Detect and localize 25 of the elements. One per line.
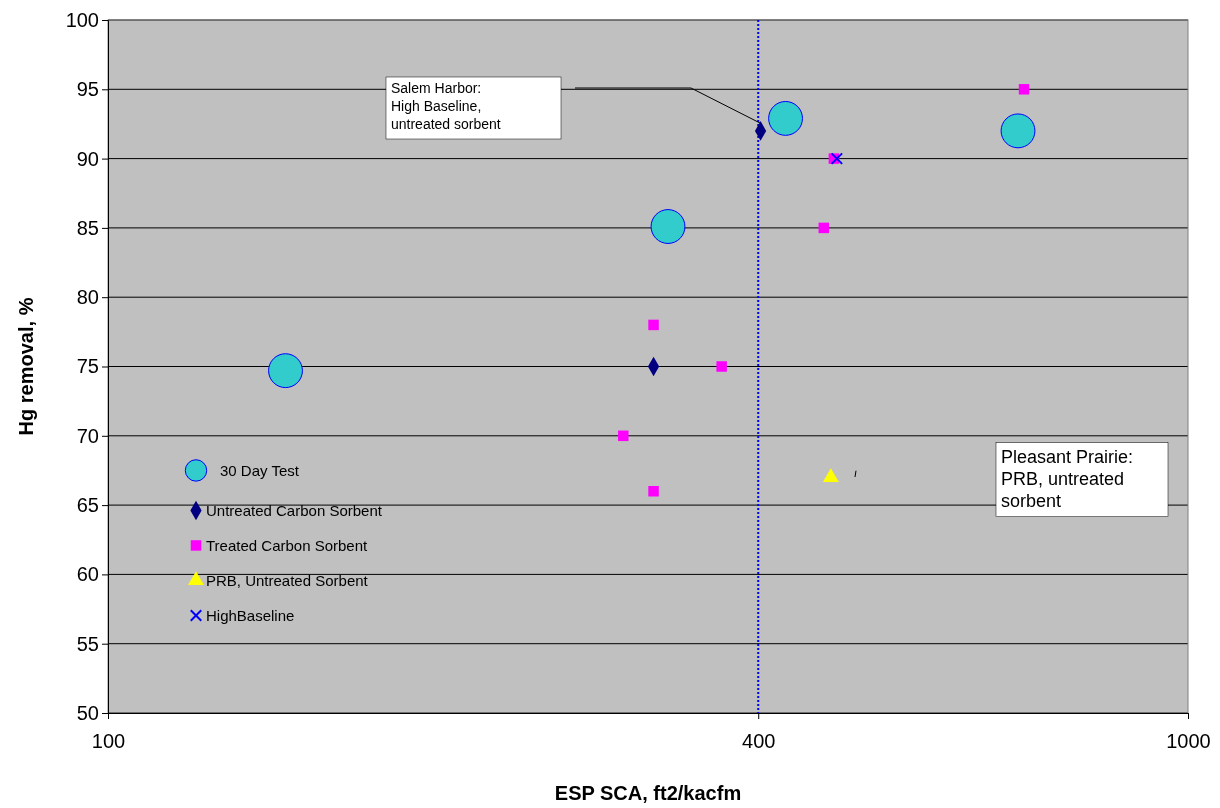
x-tick-label: 400 — [742, 730, 776, 752]
y-tick-label: 100 — [65, 8, 99, 31]
legend-label: PRB, Untreated Sorbent — [206, 572, 369, 590]
legend-label: HighBaseline — [206, 607, 295, 625]
y-tick-label: 50 — [76, 701, 99, 724]
y-axis-title: Hg removal, % — [15, 297, 37, 436]
y-tick-label: 55 — [76, 632, 99, 655]
legend-label: Treated Carbon Sorbent — [206, 537, 369, 555]
y-tick-label: 85 — [76, 216, 99, 239]
annotation: Pleasant Prairie: PRB, untreated sorbent — [1001, 446, 1134, 511]
legend-label: 30 Day Test — [220, 462, 300, 480]
y-tick-label: 65 — [76, 494, 99, 516]
legend-label: Untreated Carbon Sorbent — [206, 502, 383, 520]
y-tick-label: 90 — [76, 147, 99, 170]
x-tick-label: 1000 — [1166, 730, 1211, 752]
callout: Salem Harbor: High Baseline, untreated sorbent — [385, 76, 761, 140]
annotation: Salem Harbor: High Baseline, untreated sorbent — [391, 80, 501, 132]
y-tick-label: 60 — [76, 563, 99, 586]
y-tick-label: 70 — [76, 424, 99, 447]
x-tick-label: 100 — [91, 730, 126, 752]
y-tick-label: 75 — [76, 355, 99, 378]
y-tick-label: 80 — [76, 286, 99, 309]
callout: Pleasant Prairie: PRB, untreated sorbent — [854, 442, 1169, 517]
x-axis-title: ESP SCA, ft2/kacfm — [554, 782, 742, 804]
y-tick-label: 95 — [76, 78, 99, 101]
